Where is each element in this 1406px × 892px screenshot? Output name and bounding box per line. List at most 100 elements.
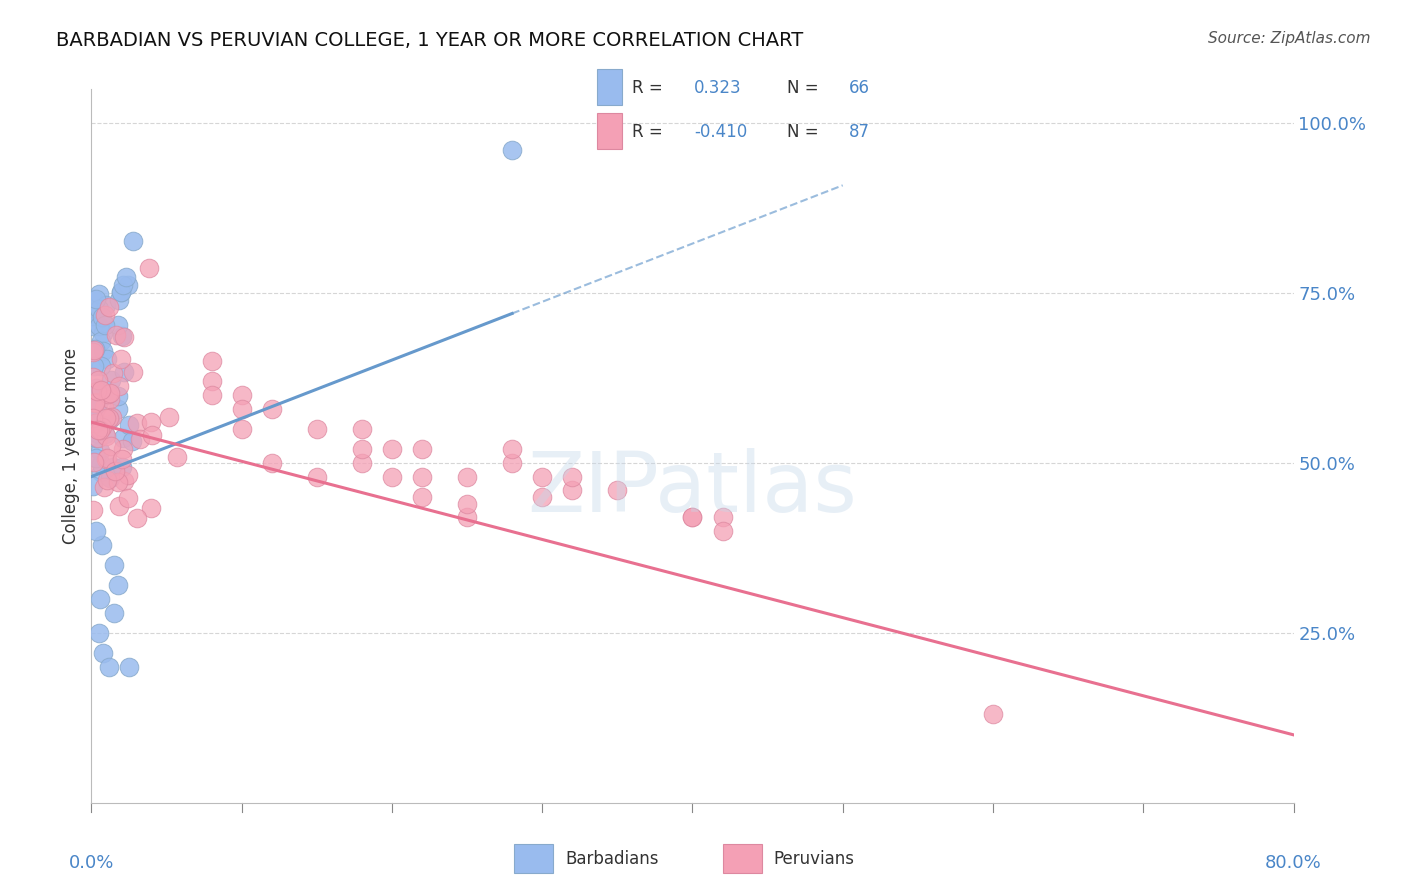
Point [87, 395, 110, 409]
Point [111, 451, 134, 466]
Text: BARBADIAN VS PERUVIAN COLLEGE, 1 YEAR OR MORE CORRELATION CHART: BARBADIAN VS PERUVIAN COLLEGE, 1 YEAR OR… [56, 31, 803, 50]
Point [82, 292, 104, 306]
Text: Barbadians: Barbadians [565, 849, 659, 868]
Point [231, 422, 253, 436]
Bar [515, 844, 554, 873]
Point [84, 425, 107, 440]
Point [981, 707, 1004, 722]
Point [456, 469, 478, 483]
Point [86, 402, 108, 417]
Y-axis label: College, 1 year or more: College, 1 year or more [62, 348, 80, 544]
Point [100, 439, 122, 453]
Point [260, 401, 283, 416]
Point [350, 422, 373, 436]
Point [125, 510, 148, 524]
Point [110, 285, 132, 299]
Point [115, 270, 138, 285]
Point [112, 330, 135, 344]
Point [606, 483, 628, 498]
Point [91, 389, 114, 403]
Point [87, 373, 110, 387]
Point [305, 469, 328, 483]
Point [89, 465, 111, 479]
Point [117, 418, 139, 433]
Point [94, 318, 117, 333]
Point [89, 444, 111, 458]
Point [83, 342, 105, 356]
Point [96, 451, 118, 466]
Point [98, 660, 121, 674]
Bar [723, 844, 762, 873]
Text: Source: ZipAtlas.com: Source: ZipAtlas.com [1208, 31, 1371, 46]
Point [681, 510, 703, 524]
Point [681, 510, 703, 524]
Text: 0.0%: 0.0% [69, 854, 114, 871]
Point [107, 578, 129, 592]
Point [93, 400, 115, 414]
Text: ZIPatlas: ZIPatlas [527, 449, 858, 529]
Point [90, 359, 112, 373]
Point [90, 420, 112, 434]
Point [305, 422, 328, 436]
Point [94, 297, 117, 311]
Point [381, 469, 404, 483]
Point [110, 285, 132, 299]
Point [350, 456, 373, 470]
Point [121, 434, 143, 448]
Point [561, 483, 583, 498]
Point [97, 410, 120, 425]
Point [711, 510, 734, 524]
Point [531, 490, 554, 504]
Point [117, 277, 139, 292]
Point [90, 458, 112, 472]
Point [108, 293, 131, 307]
Point [711, 524, 734, 538]
Point [98, 392, 121, 406]
Point [107, 378, 129, 392]
Point [127, 417, 149, 431]
Point [90, 334, 112, 349]
Point [100, 373, 122, 387]
Point [141, 428, 163, 442]
Point [107, 318, 129, 332]
Point [91, 343, 114, 358]
Point [117, 467, 139, 482]
Point [93, 646, 115, 660]
Point [83, 455, 105, 469]
Point [411, 442, 433, 457]
Point [94, 452, 117, 467]
Point [83, 396, 105, 410]
Point [157, 410, 180, 425]
Point [260, 456, 283, 470]
Point [84, 524, 107, 538]
Point [112, 277, 135, 292]
Point [456, 510, 478, 524]
Point [87, 396, 110, 410]
Point [117, 491, 139, 505]
Point [103, 558, 125, 572]
Point [98, 385, 121, 400]
Point [231, 401, 253, 416]
Point [82, 479, 104, 493]
Text: R =: R = [631, 78, 668, 96]
Point [96, 473, 118, 487]
Point [84, 381, 107, 395]
Point [94, 427, 117, 442]
Point [501, 442, 523, 457]
Point [83, 394, 105, 409]
Point [108, 499, 131, 513]
Text: 66: 66 [849, 78, 870, 96]
Point [82, 309, 104, 323]
Point [501, 456, 523, 470]
Point [110, 352, 132, 367]
Point [411, 490, 433, 504]
Point [111, 442, 134, 456]
Point [128, 432, 150, 446]
Point [94, 429, 117, 443]
Point [84, 431, 107, 445]
Text: 87: 87 [849, 123, 870, 141]
Point [90, 537, 112, 551]
Point [98, 412, 121, 426]
Point [97, 387, 120, 401]
Point [84, 451, 107, 466]
